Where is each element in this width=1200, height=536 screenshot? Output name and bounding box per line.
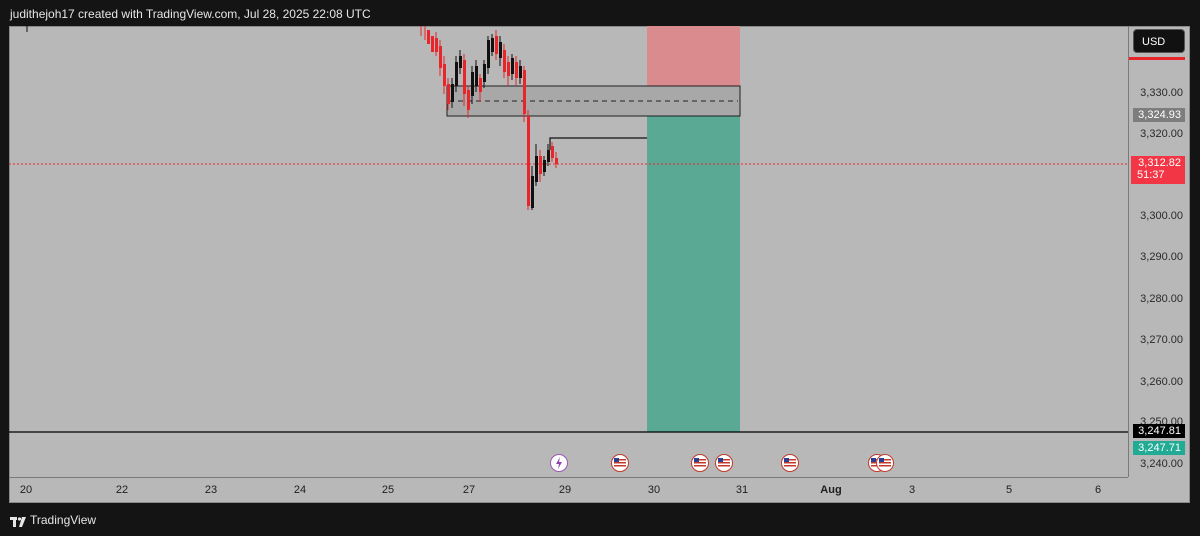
time-tick: 22 — [115, 484, 129, 496]
candle — [551, 146, 554, 158]
us-flag-event-icon[interactable] — [781, 454, 799, 472]
candle — [471, 72, 474, 96]
time-tick: 20 — [19, 484, 33, 496]
candle — [467, 90, 470, 110]
candle — [555, 158, 558, 164]
candle-countdown: 51:37 — [1137, 169, 1165, 181]
candle — [515, 62, 518, 78]
price-tick: 3,290.00 — [1140, 251, 1183, 263]
candle — [491, 38, 494, 52]
time-tick: 3 — [908, 484, 916, 496]
us-flag-glyph — [715, 454, 733, 472]
candle — [527, 116, 530, 206]
stop-loss-zone[interactable] — [647, 26, 740, 86]
lightning-glyph — [556, 457, 562, 469]
time-tick: 31 — [735, 484, 749, 496]
time-tick: 30 — [647, 484, 661, 496]
tradingview-logo-glyph — [10, 517, 26, 527]
candle — [511, 58, 514, 74]
candle — [547, 150, 550, 162]
us-flag-event-icon[interactable] — [611, 454, 629, 472]
time-tick: 24 — [293, 484, 307, 496]
candle — [447, 84, 450, 104]
candle — [507, 62, 510, 76]
top-bar: judithejoh17 created with TradingView.co… — [0, 0, 1200, 26]
us-flag-glyph — [691, 454, 709, 472]
candle — [499, 42, 502, 58]
price-tick: 3,270.00 — [1140, 334, 1183, 346]
us-flag-glyph — [876, 454, 894, 472]
candle — [431, 36, 434, 52]
candle — [539, 156, 542, 174]
line-price-label: 3,247.81 — [1133, 424, 1185, 438]
candle — [435, 38, 438, 52]
current-price-badge: 3,312.82 51:37 — [1131, 156, 1185, 184]
price-tick: 3,300.00 — [1140, 210, 1183, 222]
price-axis[interactable]: 3,330.00 3,320.00 3,300.00 3,290.00 3,28… — [1128, 26, 1190, 477]
time-axis[interactable]: 20 22 23 24 25 27 29 30 31 Aug 3 5 6 — [9, 477, 1128, 503]
tradingview-logo-icon — [10, 515, 28, 533]
candle — [487, 40, 490, 68]
time-tick: 23 — [204, 484, 218, 496]
time-tick: 5 — [1005, 484, 1013, 496]
us-flag-glyph — [781, 454, 799, 472]
zone-price-label: 3,324.93 — [1133, 108, 1185, 122]
candle — [535, 156, 538, 182]
take-profit-zone[interactable] — [647, 116, 740, 432]
candle — [451, 84, 454, 102]
footer-brand: TradingView — [30, 513, 97, 527]
chart-canvas — [9, 26, 1128, 433]
currency-button[interactable]: USD — [1133, 29, 1185, 53]
candle — [455, 62, 458, 86]
us-flag-event-icon[interactable] — [715, 454, 733, 472]
price-tick: 3,320.00 — [1140, 128, 1183, 140]
us-flag-event-icon[interactable] — [691, 454, 709, 472]
candle — [475, 66, 478, 86]
lightning-event-icon[interactable] — [550, 454, 568, 472]
candle — [463, 60, 466, 94]
chart-credit-title: judithejoh17 created with TradingView.co… — [10, 7, 371, 21]
current-price-value: 3,312.82 — [1138, 157, 1181, 169]
chart-area[interactable] — [9, 26, 1128, 477]
price-tick: 3,280.00 — [1140, 293, 1183, 305]
price-tick: 3,260.00 — [1140, 376, 1183, 388]
candle — [531, 176, 534, 208]
candle — [503, 50, 506, 72]
footer: TradingView — [0, 503, 1200, 536]
candle — [519, 66, 522, 78]
us-flag-event-icon[interactable] — [876, 454, 894, 472]
resistance-line[interactable] — [549, 137, 647, 150]
candle — [459, 56, 462, 68]
time-tick: Aug — [820, 484, 842, 496]
time-tick: 29 — [558, 484, 572, 496]
candle — [427, 30, 430, 44]
candle — [443, 64, 446, 86]
candle — [543, 160, 546, 172]
candle — [483, 64, 486, 82]
target-price-label: 3,247.71 — [1133, 441, 1185, 455]
candle — [439, 46, 442, 68]
time-tick: 25 — [381, 484, 395, 496]
price-tick: 3,240.00 — [1140, 458, 1183, 470]
price-tick: 3,330.00 — [1140, 87, 1183, 99]
candles — [26, 26, 558, 210]
time-tick: 6 — [1094, 484, 1102, 496]
us-flag-glyph — [611, 454, 629, 472]
candle — [495, 36, 498, 54]
candle — [479, 78, 482, 92]
candle — [523, 70, 526, 114]
top-price-marker — [1129, 57, 1185, 60]
time-tick: 27 — [462, 484, 476, 496]
